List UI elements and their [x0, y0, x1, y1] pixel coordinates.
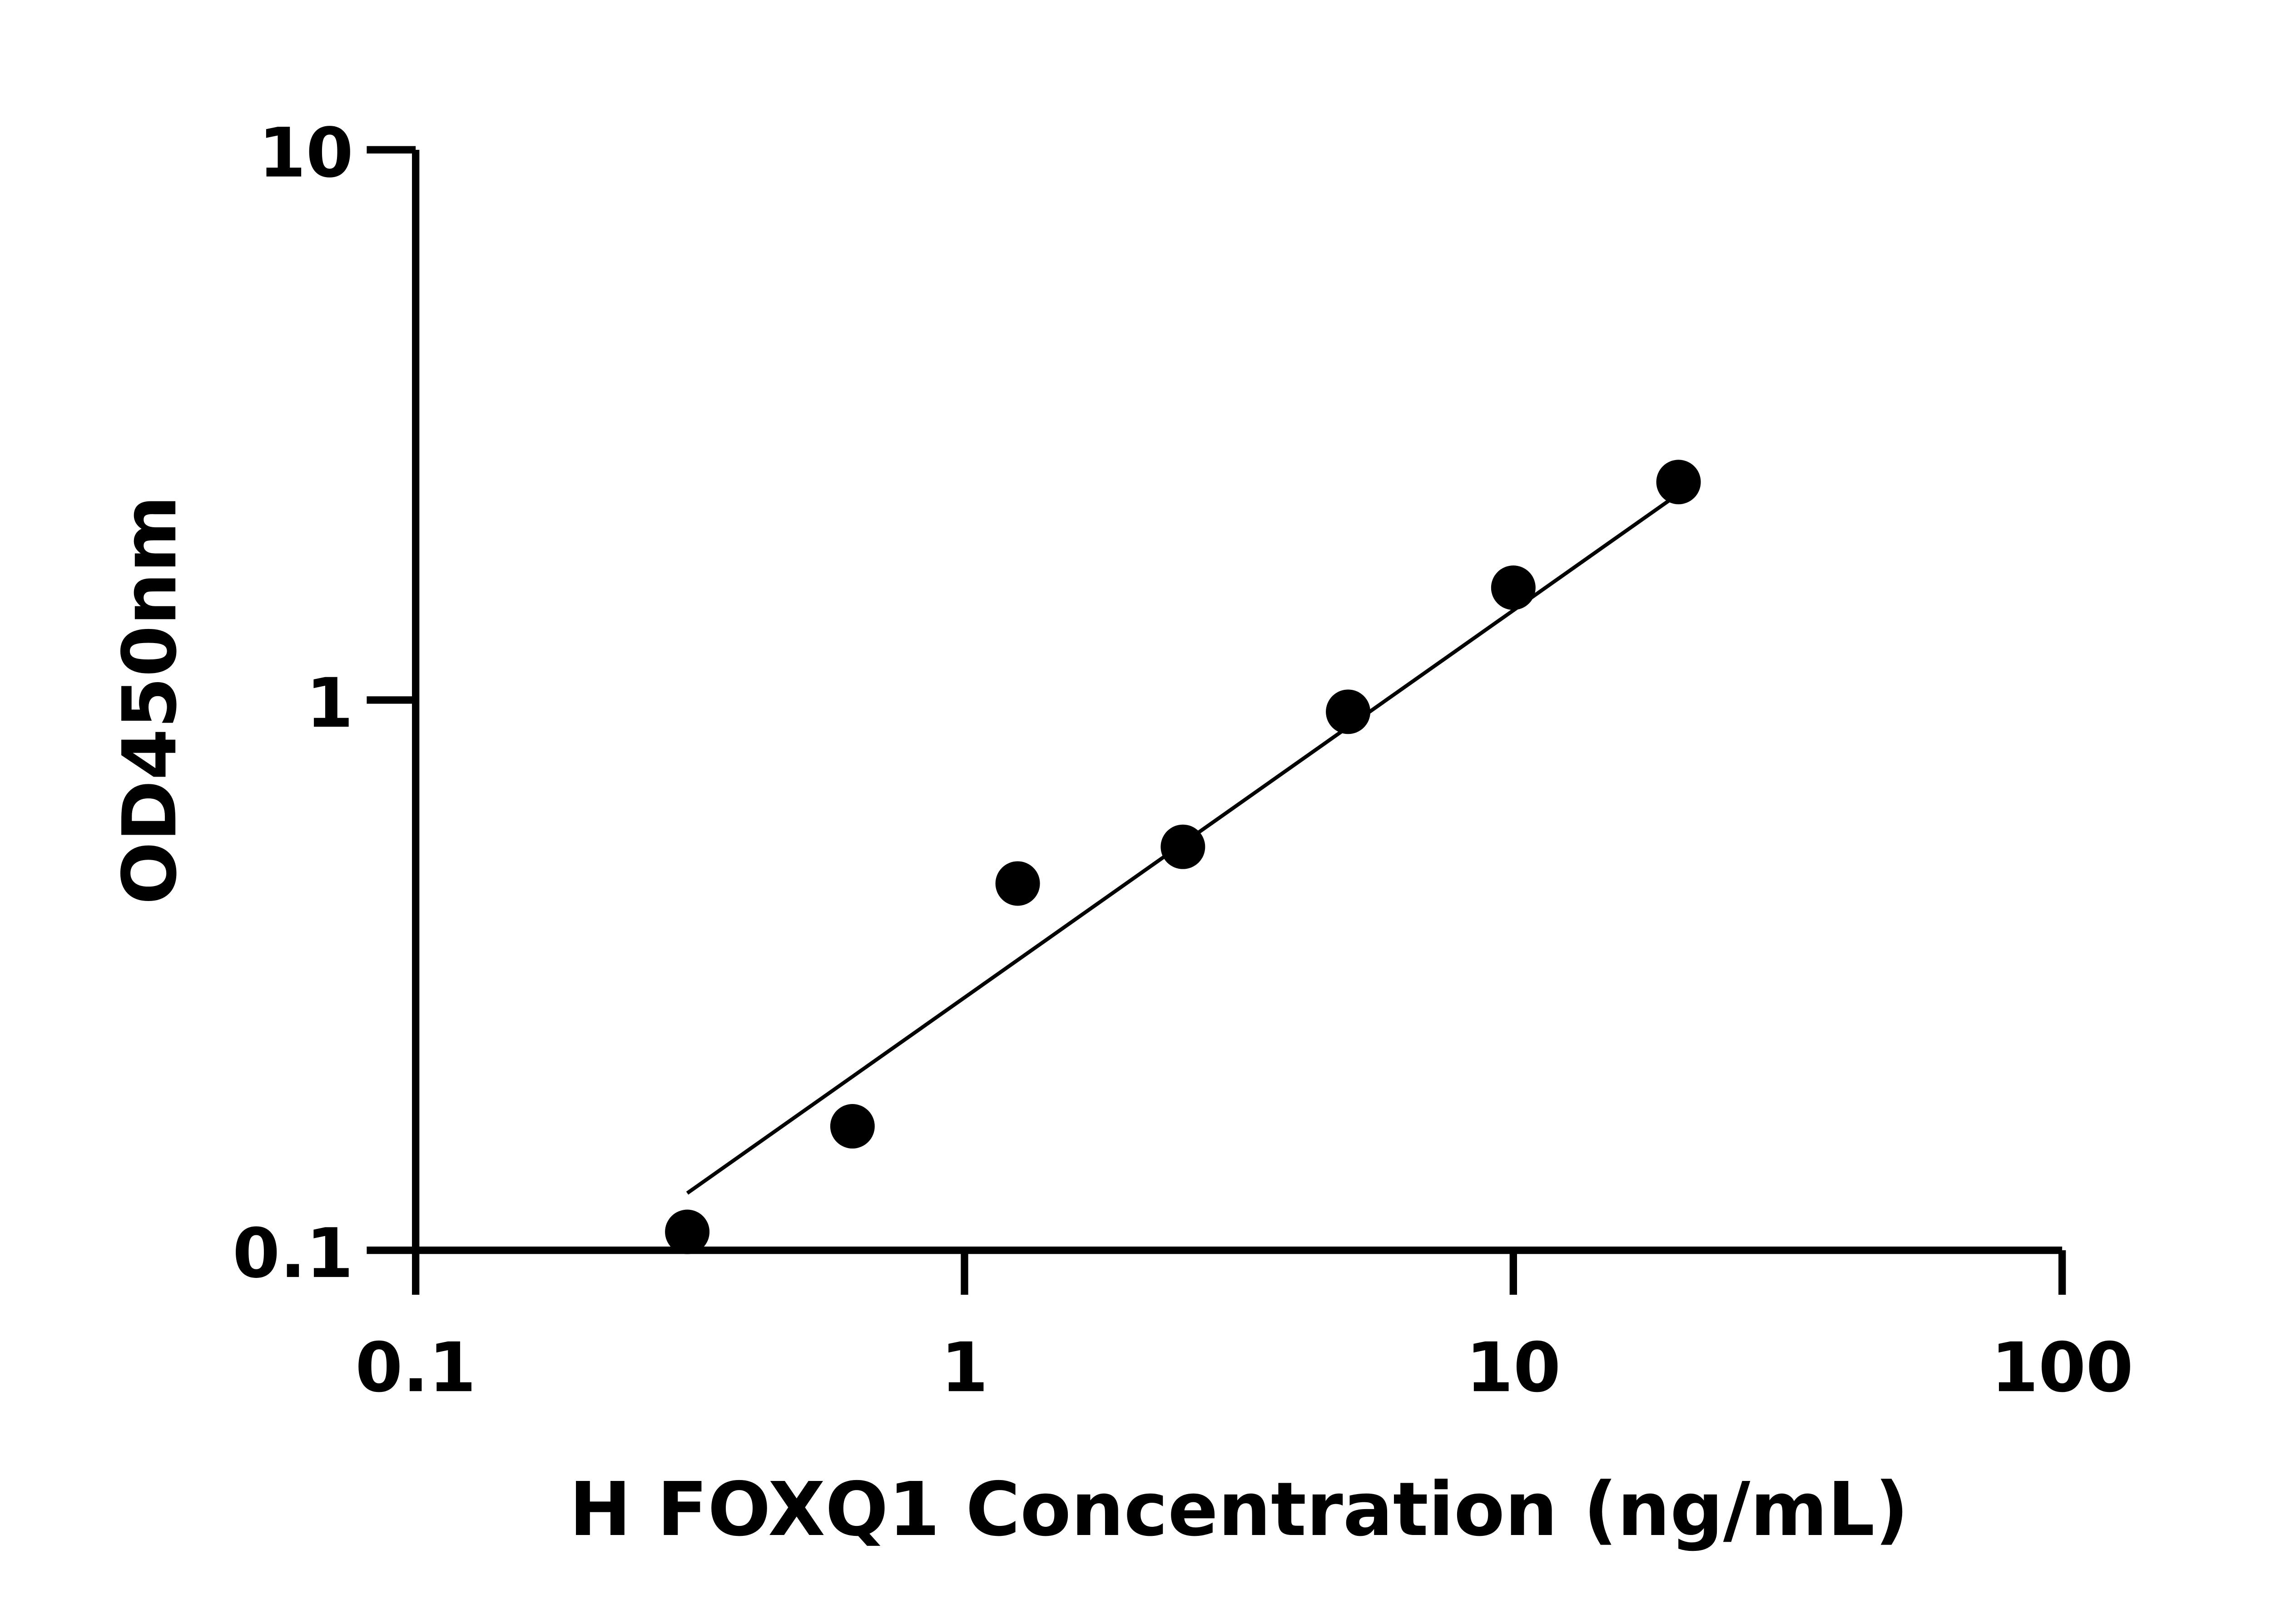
data-point — [995, 861, 1040, 906]
y-axis-label: OD450nm — [106, 495, 193, 905]
ticks: 0.1 1 10 100 0.1 1 10 — [233, 114, 2133, 1408]
x-tick-label: 100 — [1991, 1328, 2133, 1407]
y-tick-label: 0.1 — [233, 1214, 353, 1293]
x-tick-label: 1 — [941, 1328, 988, 1407]
data-point — [1160, 824, 1205, 869]
data-point — [1326, 689, 1371, 734]
x-tick-label: 0.1 — [355, 1328, 476, 1407]
data-point — [830, 1104, 875, 1149]
x-axis-label: H FOXQ1 Concentration (ng/mL) — [569, 1466, 1909, 1553]
y-tick-label: 10 — [258, 114, 353, 193]
data-point — [1656, 460, 1701, 505]
x-tick-label: 10 — [1466, 1328, 1561, 1407]
y-tick-label: 1 — [306, 664, 353, 743]
data-points — [665, 460, 1701, 1254]
axes — [412, 149, 2063, 1254]
data-point — [1491, 565, 1536, 610]
data-point — [665, 1209, 710, 1254]
